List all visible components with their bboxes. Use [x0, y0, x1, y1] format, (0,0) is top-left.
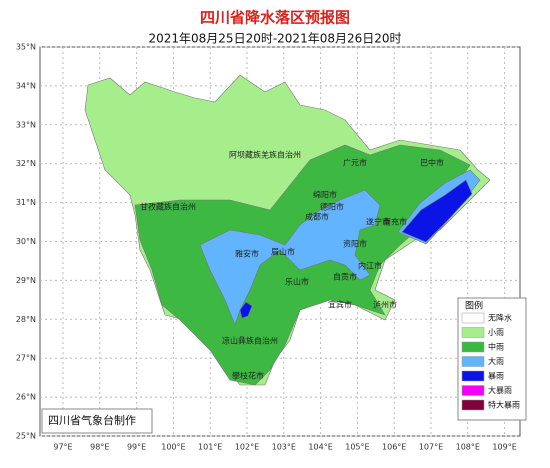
place-label: 广元市: [343, 158, 367, 168]
place-label: 资阳市: [343, 239, 367, 249]
place-label: 绵阳市: [313, 190, 337, 200]
legend-label: 无降水: [488, 313, 512, 323]
legend-label: 大雨: [488, 356, 504, 366]
place-label: 甘孜藏族自治州: [140, 202, 196, 212]
place-label: 雅安市: [235, 249, 259, 259]
place-label: 宜宾市: [328, 300, 352, 310]
lat-label: 26°N: [16, 393, 36, 402]
graticule: [40, 46, 520, 437]
legend-swatch: [461, 385, 485, 396]
lon-label: 101°E: [198, 443, 222, 452]
legend-label: 大暴雨: [488, 385, 512, 395]
lon-label: 104°E: [308, 443, 332, 452]
place-label: 凉山彝族自治州: [222, 336, 278, 346]
lon-label: 105°E: [345, 443, 369, 452]
legend-swatch: [461, 312, 485, 324]
footer: 四川省气象台制作: [48, 413, 136, 427]
lon-label: 103°E: [272, 443, 296, 452]
lon-label: 97°E: [53, 443, 72, 452]
lon-label: 102°E: [235, 443, 259, 452]
rain-area: [401, 179, 473, 243]
place-label: 眉山市: [271, 247, 295, 257]
title: 四川省降水落区预报图: [200, 9, 350, 27]
lat-label: 25°N: [16, 432, 36, 441]
lat-label: 27°N: [16, 354, 36, 363]
place-label: 自贡市: [333, 272, 357, 282]
lat-label: 34°N: [16, 81, 36, 90]
place-label: 德阳市: [320, 202, 344, 212]
legend-swatch: [461, 356, 485, 367]
lat-label: 30°N: [16, 237, 36, 246]
lat-label: 35°N: [16, 43, 36, 52]
lon-label: 109°E: [492, 443, 516, 452]
legend-swatch: [461, 370, 485, 382]
legend-label: 特大暴雨: [488, 400, 520, 410]
lat-label: 31°N: [16, 198, 36, 207]
place-label: 南充市: [383, 217, 407, 227]
lon-label: 107°E: [419, 443, 443, 452]
legend-title: 图例: [465, 300, 483, 312]
place-label: 乐山市: [285, 277, 309, 287]
legend-swatch: [461, 327, 485, 338]
lat-label: 32°N: [16, 159, 36, 168]
rain-area: [239, 301, 253, 319]
lat-label: 33°N: [16, 120, 36, 129]
place-label: 内江市: [358, 261, 382, 271]
regions: [84, 74, 491, 386]
place-label: 遂宁市: [366, 217, 390, 227]
legend-swatch: [461, 399, 485, 411]
legend-label: 暴雨: [488, 372, 504, 381]
place-label: 成都市: [305, 212, 329, 222]
lon-label: 108°E: [456, 443, 480, 452]
lon-label: 99°E: [127, 443, 146, 452]
legend-swatch: [461, 341, 485, 353]
lon-label: 106°E: [382, 443, 406, 452]
footer-box: [41, 408, 153, 434]
lon-label: 100°E: [161, 443, 185, 452]
lat-label: 28°N: [16, 315, 36, 324]
subtitle: 2021年08月25日20时-2021年08月26日20时: [148, 32, 401, 46]
lon-label: 98°E: [90, 443, 109, 452]
place-label: 巴中市: [420, 158, 444, 168]
place-label: 阿坝藏族羌族自治州: [229, 150, 301, 160]
lat-label: 29°N: [16, 276, 36, 285]
place-label: 泸州市: [373, 300, 397, 310]
legend-label: 小雨: [488, 328, 504, 337]
legend-label: 中雨: [488, 342, 504, 352]
place-label: 攀枝花市: [232, 371, 264, 381]
